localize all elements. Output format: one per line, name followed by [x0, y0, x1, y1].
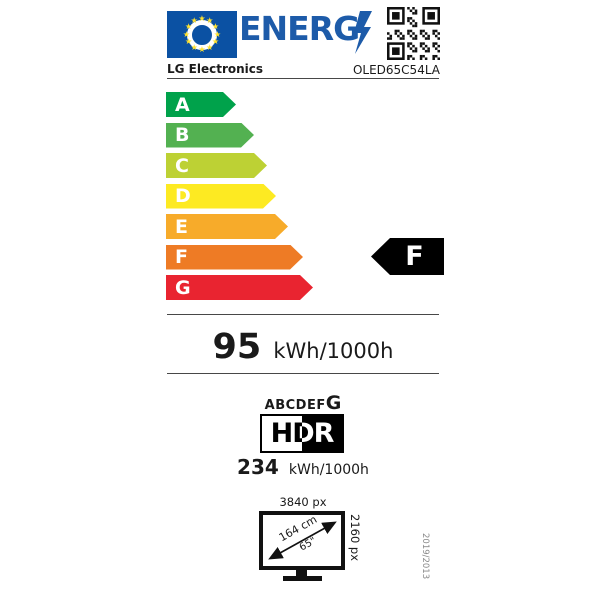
eu-star-icon: ★ [206, 42, 214, 52]
eu-star-icon: ★ [211, 21, 219, 31]
diagonal-arrow [268, 521, 337, 560]
eu-flag: ★ ★ ★ ★ ★ ★ ★ ★ ★ ★ ★ ★ [167, 11, 237, 58]
hdr-logo-text-left: HDR [270, 418, 334, 449]
flag-ring [187, 19, 217, 50]
hdr-class-letters: ABCDEF [264, 398, 326, 413]
energy-class-arrow-a: A [166, 92, 236, 117]
grade-letter: E [175, 215, 188, 238]
sdr-divider [167, 373, 439, 374]
sdr-consumption-value: 95 [212, 327, 262, 367]
eu-star-icon: ★ [190, 42, 198, 52]
tv-screen-diagram [259, 511, 345, 570]
eu-star-icon: ★ [198, 14, 206, 23]
tv-stand-base [283, 576, 322, 581]
horizontal-resolution: 3840 px [279, 495, 327, 509]
ladder-divider [167, 314, 439, 315]
eu-star-icon: ★ [190, 16, 198, 26]
energy-class-arrow-d: D [166, 184, 276, 209]
grade-letter: B [175, 124, 190, 146]
model-identifier: OLED65C54LA [352, 63, 440, 77]
hdr-class-scale: ABCDEFG [167, 392, 439, 414]
rating-letter: F [405, 241, 424, 272]
hdr-consumption: 234 kWh/1000h [167, 455, 439, 479]
qr-code [387, 7, 440, 60]
energy-class-arrow-b: B [166, 123, 254, 148]
hdr-class-current: G [325, 392, 342, 414]
lightning-bolt-icon [354, 11, 372, 54]
sdr-consumption-unit: kWh/1000h [273, 339, 394, 363]
energy-class-arrow-f: F [166, 245, 303, 270]
rating-badge: F [371, 238, 444, 275]
eu-star-icon: ★ [184, 37, 193, 47]
hdr-logo: HDR HDR [260, 414, 344, 453]
vertical-resolution: 2160 px [348, 514, 362, 562]
eu-star-icon: ★ [198, 45, 206, 54]
energy-class-arrow-g: G [166, 275, 313, 300]
supplier-name: LG Electronics [167, 62, 264, 76]
energy-class-arrow-e: E [166, 214, 288, 239]
sdr-consumption: 95 kWh/1000h [167, 327, 439, 367]
eu-star-icon: ★ [211, 37, 219, 47]
tv-stand-neck [296, 570, 307, 576]
grade-letter: G [175, 276, 191, 299]
eu-star-icon: ★ [213, 29, 222, 39]
regulation-numbers: 2019/2013 [420, 533, 430, 580]
eu-star-icon: ★ [206, 16, 214, 26]
eu-star-icon: ★ [182, 29, 191, 39]
grade-letter: D [175, 185, 191, 207]
grade-letter: C [175, 154, 189, 177]
energy-class-arrow-c: C [166, 153, 267, 178]
energy-logo-text: ENERG [239, 9, 360, 48]
hdr-logo-text-right: HDR [270, 418, 334, 449]
grade-letter: F [175, 246, 188, 268]
hdr-consumption-value: 234 [237, 455, 279, 479]
eu-star-icon: ★ [184, 21, 193, 31]
hdr-consumption-unit: kWh/1000h [288, 462, 369, 478]
header-divider [167, 78, 439, 79]
grade-letter: A [175, 93, 190, 116]
